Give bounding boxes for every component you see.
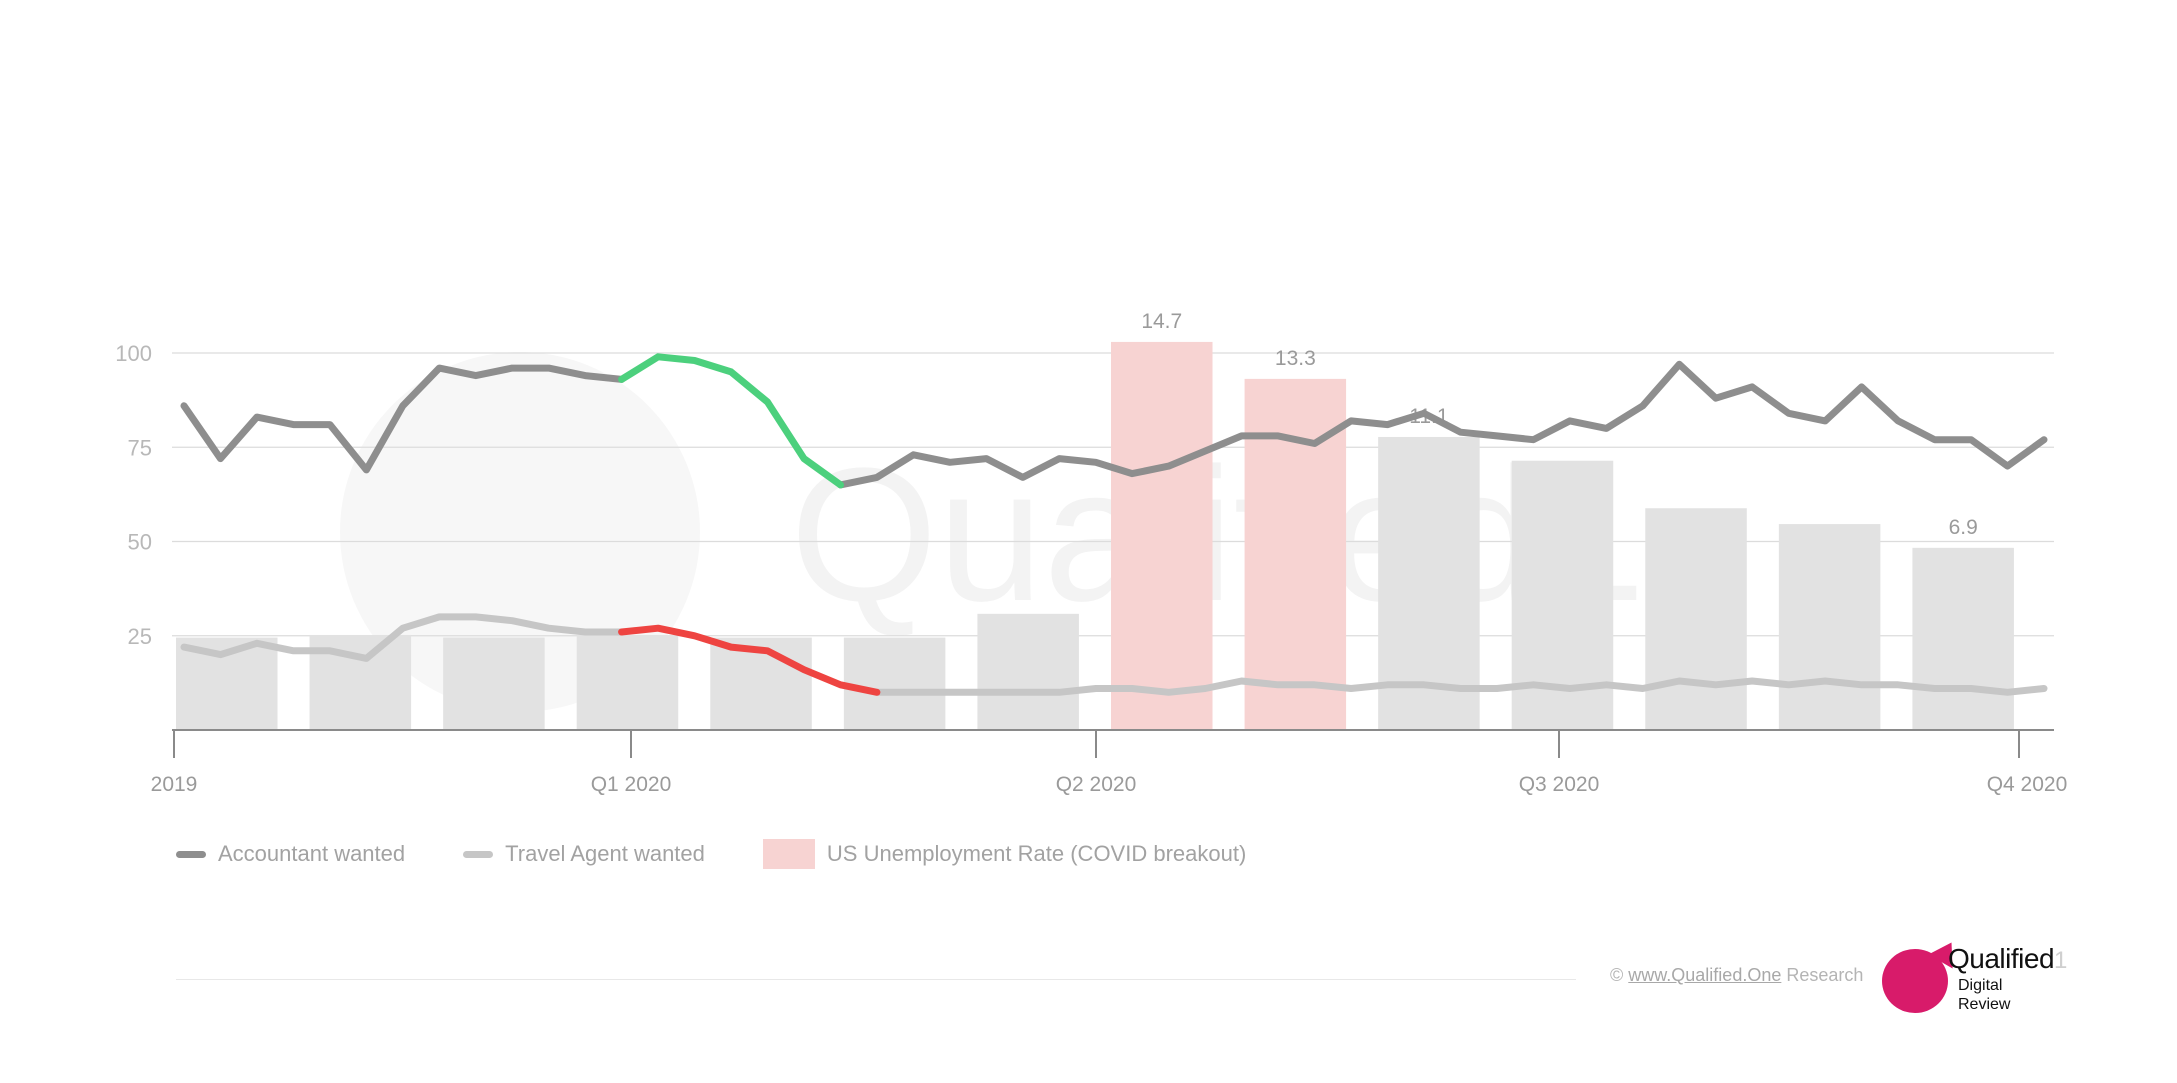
bar-value-label: 13.3 — [1275, 347, 1316, 370]
x-tick-label: 2019 — [151, 773, 198, 796]
bar — [443, 637, 545, 730]
logo-digital: Digital — [1958, 977, 2003, 994]
legend-label-unemployment: US Unemployment Rate (COVID breakout) — [826, 841, 1247, 866]
footer-divider — [176, 979, 1576, 980]
legend-swatch-travel — [463, 850, 494, 858]
x-tick-label: Q2 2020 — [1056, 773, 1137, 796]
series-line-1-pre — [180, 613, 626, 662]
qualified-logo[interactable]: Qualified1 Digital Review — [1882, 935, 2082, 1015]
legend-swatch-accountant — [176, 850, 206, 858]
watermark-text: Qualified1 — [790, 429, 1646, 641]
logo-name-text: Qualified — [1948, 943, 2055, 974]
bar — [1912, 547, 2014, 730]
research-label: Research — [1786, 965, 1864, 985]
legend: Accountant wanted Travel Agent wanted US… — [176, 834, 1304, 874]
y-tick-label: 75 — [128, 435, 152, 460]
bar — [1378, 436, 1480, 730]
bar — [1778, 524, 1881, 730]
bar-value-label: 6.9 — [1949, 516, 1978, 539]
logo-number: 1 — [2054, 947, 2067, 974]
bar — [1645, 508, 1747, 730]
legend-item-unemployment[interactable]: US Unemployment Rate (COVID breakout) — [762, 839, 1247, 869]
legend-item-accountant[interactable]: Accountant wanted — [176, 841, 405, 867]
y-tick-label: 25 — [128, 624, 152, 649]
series-line-0-highlight — [618, 353, 844, 489]
series-line-0-post — [837, 360, 2048, 489]
bar — [576, 634, 679, 730]
logo-review: Review — [1958, 996, 2011, 1013]
legend-label-accountant: Accountant wanted — [218, 841, 406, 866]
copyright-symbol: © — [1610, 965, 1624, 985]
bar-value-label: 14.7 — [1141, 310, 1182, 333]
series-line-1-post — [873, 677, 2048, 696]
y-tick-label: 50 — [128, 530, 152, 555]
series-line-0-pre — [180, 364, 626, 474]
legend-item-travel[interactable]: Travel Agent wanted — [463, 841, 705, 867]
logo-name: Qualified1 — [1948, 943, 2067, 975]
y-tick-label: 100 — [115, 341, 152, 366]
qualified-one-link[interactable]: www.Qualified.One — [1628, 965, 1782, 985]
x-tick-label: Q4 2020 — [1987, 773, 2068, 796]
series-line-1-highlight — [618, 624, 881, 696]
bar — [977, 613, 1079, 730]
footer-credit: © www.Qualified.One Research — [1610, 965, 1863, 986]
bar — [843, 637, 946, 730]
x-tick-label: Q1 2020 — [591, 773, 672, 796]
legend-label-travel: Travel Agent wanted — [505, 841, 705, 866]
legend-swatch-unemployment — [762, 839, 815, 869]
bar-covid — [1111, 341, 1213, 730]
logo-q-icon — [1882, 949, 1948, 1013]
x-tick-label: Q3 2020 — [1519, 773, 1600, 796]
